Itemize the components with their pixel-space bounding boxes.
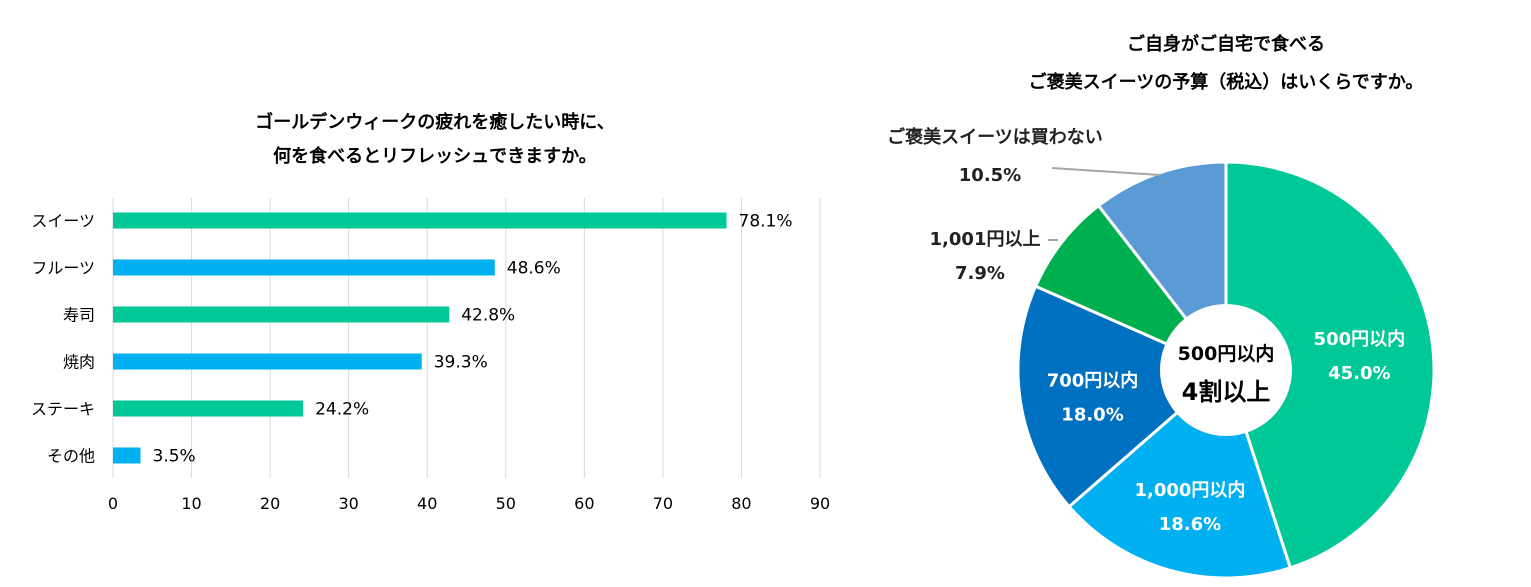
bar	[113, 259, 495, 276]
x-tick-label: 70	[653, 494, 673, 513]
bar-value-label: 78.1%	[739, 212, 793, 232]
x-tick-label: 40	[417, 494, 437, 513]
x-tick-label: 10	[181, 494, 201, 513]
pie-slice	[1224, 160, 1436, 570]
bar-value-label: 3.5%	[152, 447, 195, 467]
x-tick-label: 90	[810, 494, 830, 513]
x-tick-label: 30	[338, 494, 358, 513]
bar-chart: ゴールデンウィークの疲れを癒したい時に、 何を食べるとリフレッシュできますか。 …	[31, 111, 830, 513]
pie-center-text-line-2: 4割以上	[1182, 378, 1271, 406]
pie-slice	[1016, 284, 1229, 509]
bar-value-label: 39.3%	[434, 353, 488, 373]
pie-center-hole	[1160, 304, 1292, 436]
category-label: スイーツ	[31, 212, 95, 231]
x-tick-label: 20	[260, 494, 280, 513]
bar-value-labels: 78.1% 48.6% 42.8% 39.3% 24.2% 3.5%	[152, 212, 792, 467]
x-tick-label: 50	[496, 494, 516, 513]
category-label: ステーキ	[31, 400, 95, 419]
bar	[113, 212, 727, 229]
x-tick-label: 0	[108, 494, 118, 513]
x-tick-label: 80	[731, 494, 751, 513]
bar-value-label: 42.8%	[461, 306, 515, 326]
bar	[113, 306, 450, 323]
bar-chart-title-line-2: 何を食べるとリフレッシュできますか。	[273, 145, 597, 167]
leader-line	[1051, 167, 1161, 176]
pie-slice-label: 1,000円以内	[1134, 479, 1245, 501]
pie-chart-title-line-1: ご自身がご自宅で食べる	[1127, 33, 1325, 55]
pie-slice-label: 7.9%	[955, 263, 1005, 284]
bar-value-label: 24.2%	[315, 400, 369, 420]
x-tick-label: 60	[574, 494, 594, 513]
pie-slice-label: 1,001円以上	[930, 229, 1041, 250]
category-label: その他	[47, 447, 95, 466]
bar-x-axis-ticks: 0 10 20 30 40 50 60 70 80 90	[108, 494, 830, 513]
pie-leader-lines	[1048, 167, 1161, 241]
category-label: フルーツ	[31, 259, 95, 278]
bar	[113, 447, 141, 464]
pie-slice-label: 500円以内	[1314, 328, 1406, 350]
bar	[113, 353, 422, 370]
category-label: 焼肉	[63, 353, 95, 372]
bar-value-label: 48.6%	[507, 259, 561, 279]
pie-slice-label: 45.0%	[1328, 363, 1390, 384]
pie-slice-label: ご褒美スイーツは買わない	[887, 126, 1103, 148]
pie-slice-label: 18.0%	[1061, 404, 1123, 425]
pie-chart-title-line-2: ご褒美スイーツの予算（税込）はいくらですか。	[1029, 71, 1424, 93]
pie-slice-labels: 500円以内 45.0% 1,000円以内 18.6% 700円以内 18.0% 1,001…	[887, 126, 1405, 535]
pie-slice-label: 18.6%	[1159, 514, 1221, 535]
pie-slice-label: 700円以内	[1047, 369, 1139, 391]
bar-gridlines	[112, 198, 821, 478]
category-label: 寿司	[63, 306, 95, 325]
pie-chart: ご自身がご自宅で食べる ご褒美スイーツの予算（税込）はいくらですか。 500円以…	[887, 33, 1436, 580]
bar-series	[113, 212, 727, 464]
pie-center-text-line-1: 500円以内	[1178, 342, 1275, 365]
bar-chart-title-line-1: ゴールデンウィークの疲れを癒したい時に、	[255, 111, 614, 133]
pie-slice-label: 10.5%	[959, 165, 1021, 186]
bar	[113, 400, 304, 417]
